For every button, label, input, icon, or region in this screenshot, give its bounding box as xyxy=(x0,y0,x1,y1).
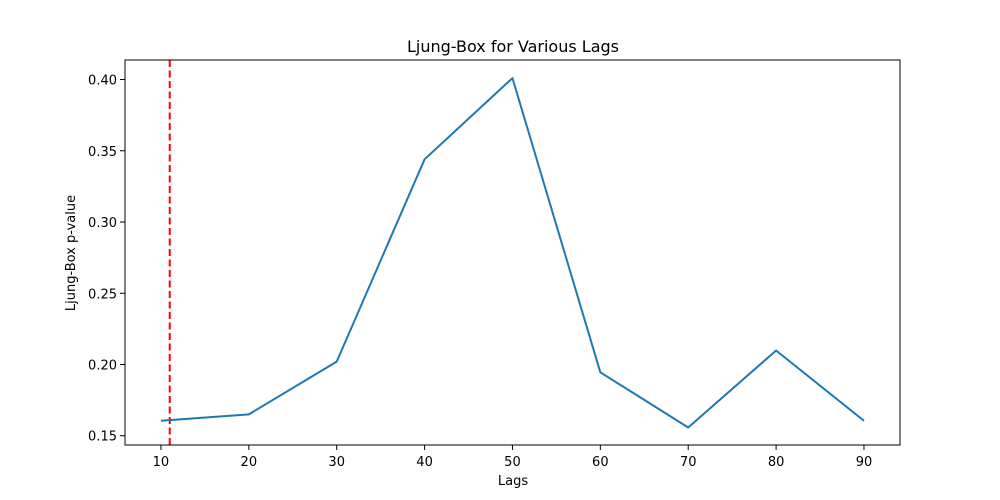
y-tick-label: 0.30 xyxy=(88,216,117,231)
y-tick-label: 0.25 xyxy=(88,287,117,302)
x-tick-label: 70 xyxy=(680,455,697,470)
series-line-0 xyxy=(160,77,865,429)
x-tick-label: 50 xyxy=(504,455,521,470)
x-tick-label: 10 xyxy=(153,455,170,470)
y-tick-label: 0.35 xyxy=(88,145,117,160)
y-axis-ticks: 0.15 0.20 0.25 0.30 0.35 0.40 xyxy=(88,74,125,445)
x-tick-label: 20 xyxy=(241,455,258,470)
y-tick-label: 0.20 xyxy=(88,358,117,373)
y-axis-label: Ljung-Box p-value xyxy=(64,195,79,311)
x-tick-label: 80 xyxy=(768,455,785,470)
series-lines xyxy=(160,77,865,429)
x-tick-label: 60 xyxy=(592,455,609,470)
chart-title: Ljung-Box for Various Lags xyxy=(407,37,619,56)
x-axis-label: Lags xyxy=(498,474,528,489)
y-tick-label: 0.40 xyxy=(88,74,117,89)
x-tick-label: 90 xyxy=(856,455,873,470)
x-tick-label: 30 xyxy=(328,455,345,470)
y-tick-label: 0.15 xyxy=(88,430,117,445)
x-tick-label: 40 xyxy=(416,455,433,470)
x-axis-ticks: 10 20 30 40 50 60 70 80 90 xyxy=(153,445,873,470)
